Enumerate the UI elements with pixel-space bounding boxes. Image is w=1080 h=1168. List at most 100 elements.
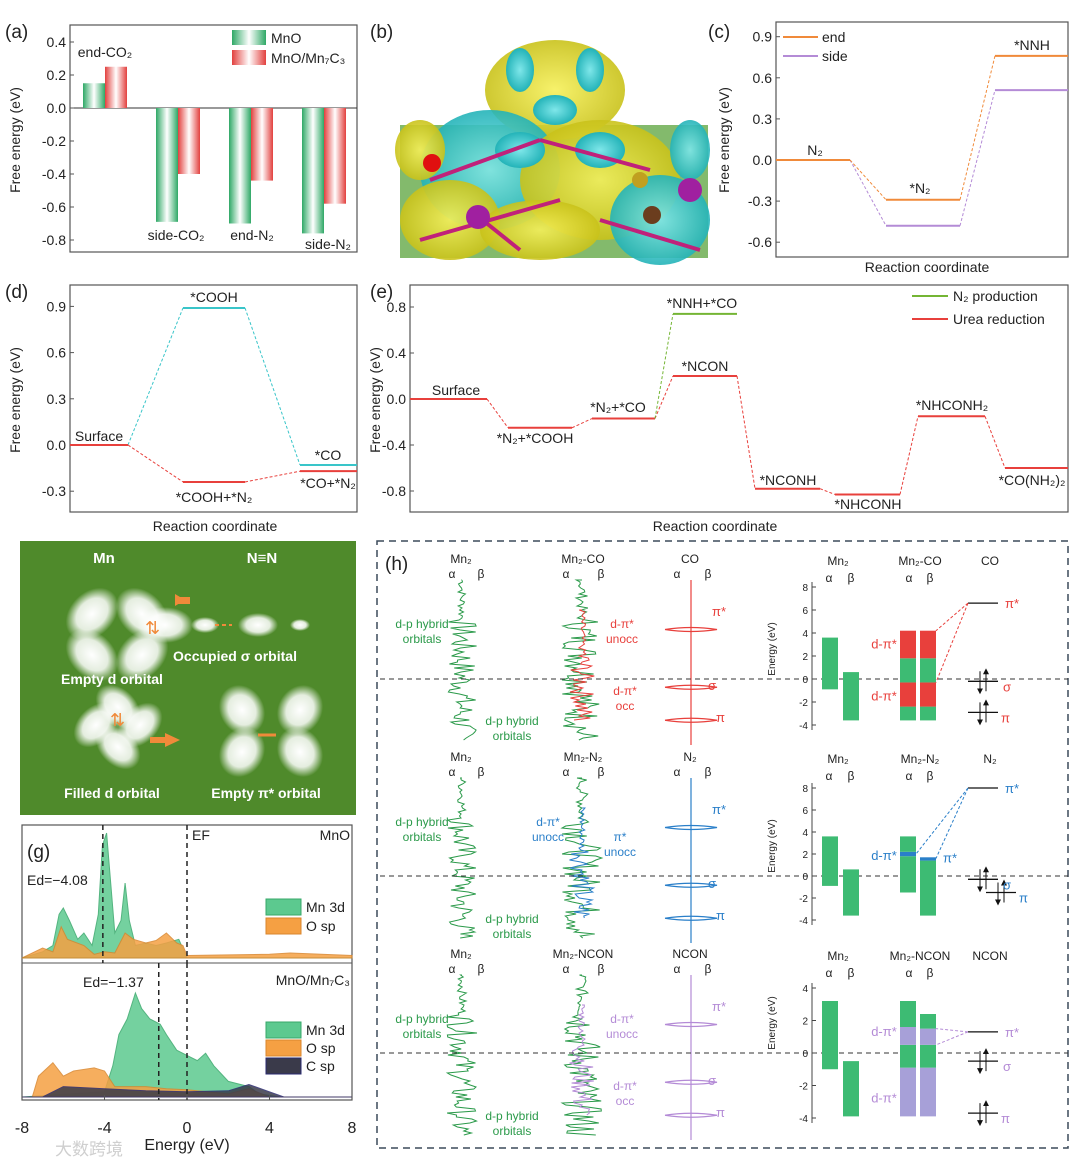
band-block xyxy=(920,706,936,721)
state-label: *N₂+*COOH xyxy=(497,430,574,446)
panel-label-b: (b) xyxy=(370,22,393,43)
occ-label: occ xyxy=(616,1094,635,1108)
y-tick-label: -0.6 xyxy=(748,234,772,250)
state-label: *CO(NH₂)₂ xyxy=(999,472,1066,488)
d-pi-star-label: d-π* xyxy=(871,1091,897,1106)
mn-label: Mn xyxy=(93,550,115,567)
x-tick-label: -8 xyxy=(15,1120,29,1137)
pi-label: π xyxy=(716,710,725,725)
band-block xyxy=(900,1001,916,1027)
band-block xyxy=(822,1001,838,1070)
y-tick-label: 2 xyxy=(802,1017,808,1028)
legend-swatch xyxy=(265,917,302,935)
panel-label-a: (a) xyxy=(5,22,28,43)
beta-label: β xyxy=(848,769,855,783)
energy-axis-label: Energy (eV) xyxy=(767,996,778,1049)
alpha-label: α xyxy=(449,567,456,581)
pi-star-label: π* xyxy=(712,999,726,1014)
dp-hybrid-label: d-p hybrid xyxy=(485,714,538,728)
dp-hybrid-label: orbitals xyxy=(403,830,442,844)
legend-swatch xyxy=(265,1057,302,1075)
alpha-label: α xyxy=(674,962,681,976)
beta-label: β xyxy=(598,567,605,581)
bar-mno-mn7c3 xyxy=(178,108,200,174)
legend-label: Urea reduction xyxy=(953,311,1045,327)
orbital-lobe xyxy=(65,587,119,641)
beta-label: β xyxy=(478,962,485,976)
y-tick-label: 8 xyxy=(802,784,808,795)
state-label: *NHCONH xyxy=(835,496,902,512)
band-block xyxy=(920,1067,936,1117)
y-tick-label: -2 xyxy=(799,1082,808,1093)
band-block xyxy=(843,869,859,916)
y-axis-label: Free energy (eV) xyxy=(716,87,732,193)
d-pi-star-label: d-π* xyxy=(871,637,897,652)
x-tick-label: 4 xyxy=(265,1120,274,1137)
pi-label: π xyxy=(1001,710,1010,725)
molecular-orbital-peak xyxy=(664,915,718,921)
state-label: *CO xyxy=(315,447,342,463)
orbital-lobe xyxy=(218,726,266,778)
dp-hybrid-label: d-p hybrid xyxy=(395,815,448,829)
orbital-lobe xyxy=(238,613,278,637)
legend-label: MnO xyxy=(271,30,301,46)
ef-label: EF xyxy=(192,827,210,843)
subplot-title: MnO/Mn₇C₃ xyxy=(276,972,350,988)
beta-label: β xyxy=(848,571,855,585)
state-label: *NCON xyxy=(682,358,729,374)
legend-swatch xyxy=(265,898,302,916)
x-axis-label: Energy (eV) xyxy=(144,1137,229,1154)
state-label: *NCONH xyxy=(760,472,817,488)
mn2-title: Mn₂ xyxy=(450,552,472,566)
y-tick-label: 2 xyxy=(802,850,808,861)
transition-connector xyxy=(244,307,301,466)
bar-mno-mn7c3 xyxy=(251,108,273,181)
sigma-label: σ xyxy=(1003,679,1011,694)
bar-mno xyxy=(302,108,324,234)
panel-h-frame xyxy=(376,540,1069,1149)
y-tick-label: 0.6 xyxy=(47,345,67,361)
occ-label: d-π* xyxy=(613,1079,637,1093)
complex-dos-curve xyxy=(569,609,595,721)
y-tick-label: -4 xyxy=(799,916,808,927)
dos-area-o-sp xyxy=(21,925,353,959)
occ-label: occ xyxy=(616,699,635,713)
transition-connector xyxy=(849,159,887,227)
y-axis-label: Free energy (eV) xyxy=(7,87,23,193)
legend-swatch xyxy=(265,1021,302,1039)
d-pi-star-label: d-π* xyxy=(871,848,897,863)
dp-hybrid-label: orbitals xyxy=(403,1027,442,1041)
sigma-label: σ xyxy=(1003,1059,1011,1074)
y-tick-label: 6 xyxy=(802,606,808,617)
y-tick-label: 0.9 xyxy=(47,298,67,314)
watermark: 大数跨境 xyxy=(55,1140,123,1159)
complex-title: Mn₂-CO xyxy=(561,552,604,566)
unocc-label: d-π* xyxy=(536,815,560,829)
y-tick-label: 0.8 xyxy=(387,299,407,315)
legend-label: end xyxy=(822,29,845,45)
occupied-sigma-label: Occupied σ orbital xyxy=(173,648,297,664)
subplot-title: MnO xyxy=(320,827,350,843)
band-block xyxy=(920,682,936,707)
orbital-mixing-connector xyxy=(935,787,969,859)
dp-hybrid-label: orbitals xyxy=(493,729,532,743)
molecule-title: NCON xyxy=(972,949,1007,963)
transition-connector xyxy=(959,90,996,226)
band-block xyxy=(920,857,936,861)
band-block xyxy=(900,1044,916,1068)
pi-label: π xyxy=(716,1105,725,1120)
y-tick-label: 0.0 xyxy=(753,152,773,168)
y-tick-label: 0 xyxy=(802,675,808,686)
panel-label-h: (h) xyxy=(385,554,408,575)
arrow-shaft xyxy=(175,597,190,604)
band-block xyxy=(900,630,916,659)
transition-connector xyxy=(127,307,184,446)
panel-label-g: (g) xyxy=(27,842,50,863)
orbital-lobe xyxy=(290,619,310,631)
bar-mno-mn7c3 xyxy=(324,108,346,204)
transition-connector xyxy=(959,55,996,200)
x-tick-label: 0 xyxy=(183,1120,192,1137)
category-label: end-N₂ xyxy=(230,227,274,243)
y-tick-label: 0.3 xyxy=(753,111,773,127)
